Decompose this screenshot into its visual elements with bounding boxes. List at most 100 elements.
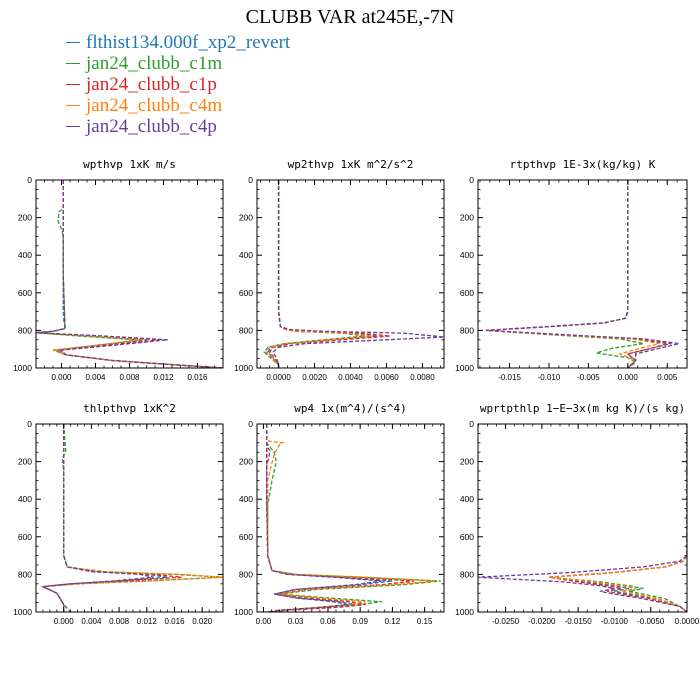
y-tick-label: 800 [239, 569, 253, 579]
y-tick-label: 0 [27, 419, 32, 429]
x-tick-label: 0.008 [119, 373, 140, 382]
x-tick-label: 0.012 [137, 617, 158, 626]
y-tick-label: 800 [239, 325, 253, 335]
series-line-5 [478, 424, 687, 612]
legend-label: jan24_clubb_c1p [86, 73, 217, 95]
y-tick-label: 600 [460, 532, 474, 542]
legend-swatch [66, 42, 80, 43]
y-tick-label: 0 [469, 419, 474, 429]
series-line-1 [40, 424, 168, 612]
series-line-5 [266, 424, 382, 612]
x-tick-label: 0.004 [85, 373, 106, 382]
x-tick-label: 0.15 [417, 617, 433, 626]
series-line-3 [266, 424, 414, 612]
y-tick-label: 800 [460, 569, 474, 579]
series-line-4 [549, 424, 687, 612]
series-line-2 [36, 180, 223, 368]
series-line-4 [266, 424, 436, 612]
y-tick-label: 400 [18, 250, 32, 260]
panel-title: wprtpthlp 1−E−3x(m kg K)/(s kg) [480, 402, 685, 415]
y-tick-label: 600 [18, 288, 32, 298]
y-tick-label: 0 [248, 175, 253, 185]
y-tick-label: 400 [18, 494, 32, 504]
x-tick-label: 0.000 [51, 373, 72, 382]
series-line-2 [40, 424, 223, 612]
series-line-4 [36, 180, 223, 368]
y-tick-label: 200 [460, 457, 474, 467]
x-tick-label: 0.03 [288, 617, 304, 626]
legend-label: jan24_clubb_c1m [86, 52, 223, 74]
y-tick-label: 1000 [234, 607, 253, 617]
y-tick-label: 600 [460, 288, 474, 298]
legend-entry: jan24_clubb_c4p [66, 116, 290, 137]
legend-swatch [66, 105, 80, 106]
y-tick-label: 1000 [455, 363, 474, 373]
legend-entry: jan24_clubb_c4m [66, 95, 290, 116]
plot-frame [35, 179, 224, 369]
x-tick-label: 0.0020 [302, 373, 327, 382]
plot-frame [477, 179, 688, 369]
y-tick-label: 200 [239, 457, 253, 467]
panel-1: wpthvp 1xK m/s 0 200 400 600 800 1000 0.000 0.00… [13, 158, 224, 382]
y-tick-label: 1000 [13, 607, 32, 617]
x-tick-label: 0.12 [385, 617, 401, 626]
x-tick-label: 0.020 [192, 617, 213, 626]
panel-2: wp2thvp 1xK m^2/s^2 0 200 400 600 800 1000 0.00… [234, 158, 445, 382]
panel-title: wpthvp 1xK m/s [83, 158, 176, 171]
figure-title: CLUBB VAR at245E,-7N [245, 6, 455, 28]
legend-entry: jan24_clubb_c1m [66, 53, 290, 74]
panel-6: wprtpthlp 1−E−3x(m kg K)/(s kg) 0 200 400 60… [455, 402, 700, 626]
y-tick-label: 1000 [234, 363, 253, 373]
series-line-3 [268, 180, 391, 368]
legend-entry: flthist134.000f_xp2_revert [66, 32, 290, 53]
legend-entry: jan24_clubb_c1p [66, 74, 290, 95]
y-tick-label: 400 [460, 494, 474, 504]
legend-swatch [66, 63, 80, 64]
x-tick-label: -0.015 [498, 373, 521, 382]
panel-title: wp4 1x(m^4)/(s^4) [294, 402, 407, 415]
y-tick-label: 0 [469, 175, 474, 185]
y-tick-label: 400 [460, 250, 474, 260]
legend: flthist134.000f_xp2_revert jan24_clubb_c1… [66, 32, 290, 137]
series-line-5 [485, 180, 680, 368]
series-line-1 [36, 180, 223, 368]
y-tick-label: 1000 [455, 607, 474, 617]
y-tick-label: 600 [18, 532, 32, 542]
panel-4: thlpthvp 1xK^2 0 200 400 600 800 1000 0.000 0.00… [13, 402, 224, 626]
y-tick-label: 800 [460, 325, 474, 335]
y-tick-label: 800 [18, 569, 32, 579]
x-tick-label: 0.0040 [338, 373, 363, 382]
x-tick-label: 0.0060 [374, 373, 399, 382]
series-line-3 [40, 424, 182, 612]
y-tick-label: 0 [248, 419, 253, 429]
series-line-3 [485, 180, 672, 368]
legend-swatch [66, 84, 80, 85]
plot-frame [256, 179, 445, 369]
x-tick-label: -0.0250 [492, 617, 520, 626]
y-tick-label: 600 [239, 288, 253, 298]
x-tick-label: 0.004 [81, 617, 102, 626]
x-tick-label: 0.06 [320, 617, 336, 626]
x-tick-label: -0.0200 [528, 617, 556, 626]
series-line-4 [485, 180, 660, 368]
y-tick-label: 200 [239, 213, 253, 223]
series-line-2 [549, 424, 687, 612]
x-tick-label: 0.09 [352, 617, 368, 626]
panel-3: rtpthvp 1E-3x(kg/kg) K 0 200 400 600 800 1000 -… [455, 158, 688, 382]
x-tick-label: 0.012 [153, 373, 174, 382]
x-tick-label: 0.016 [187, 373, 208, 382]
x-tick-label: 0.0000 [675, 617, 700, 626]
x-tick-label: -0.0150 [565, 617, 593, 626]
plot-frame [477, 423, 688, 613]
legend-swatch [66, 126, 80, 127]
x-tick-label: 0.000 [54, 617, 75, 626]
y-tick-label: 0 [27, 175, 32, 185]
series-line-2 [485, 180, 644, 368]
x-tick-label: 0.008 [109, 617, 130, 626]
legend-label: jan24_clubb_c4p [86, 115, 217, 137]
y-tick-label: 200 [18, 457, 32, 467]
y-tick-label: 1000 [13, 363, 32, 373]
x-tick-label: 0.005 [657, 373, 678, 382]
